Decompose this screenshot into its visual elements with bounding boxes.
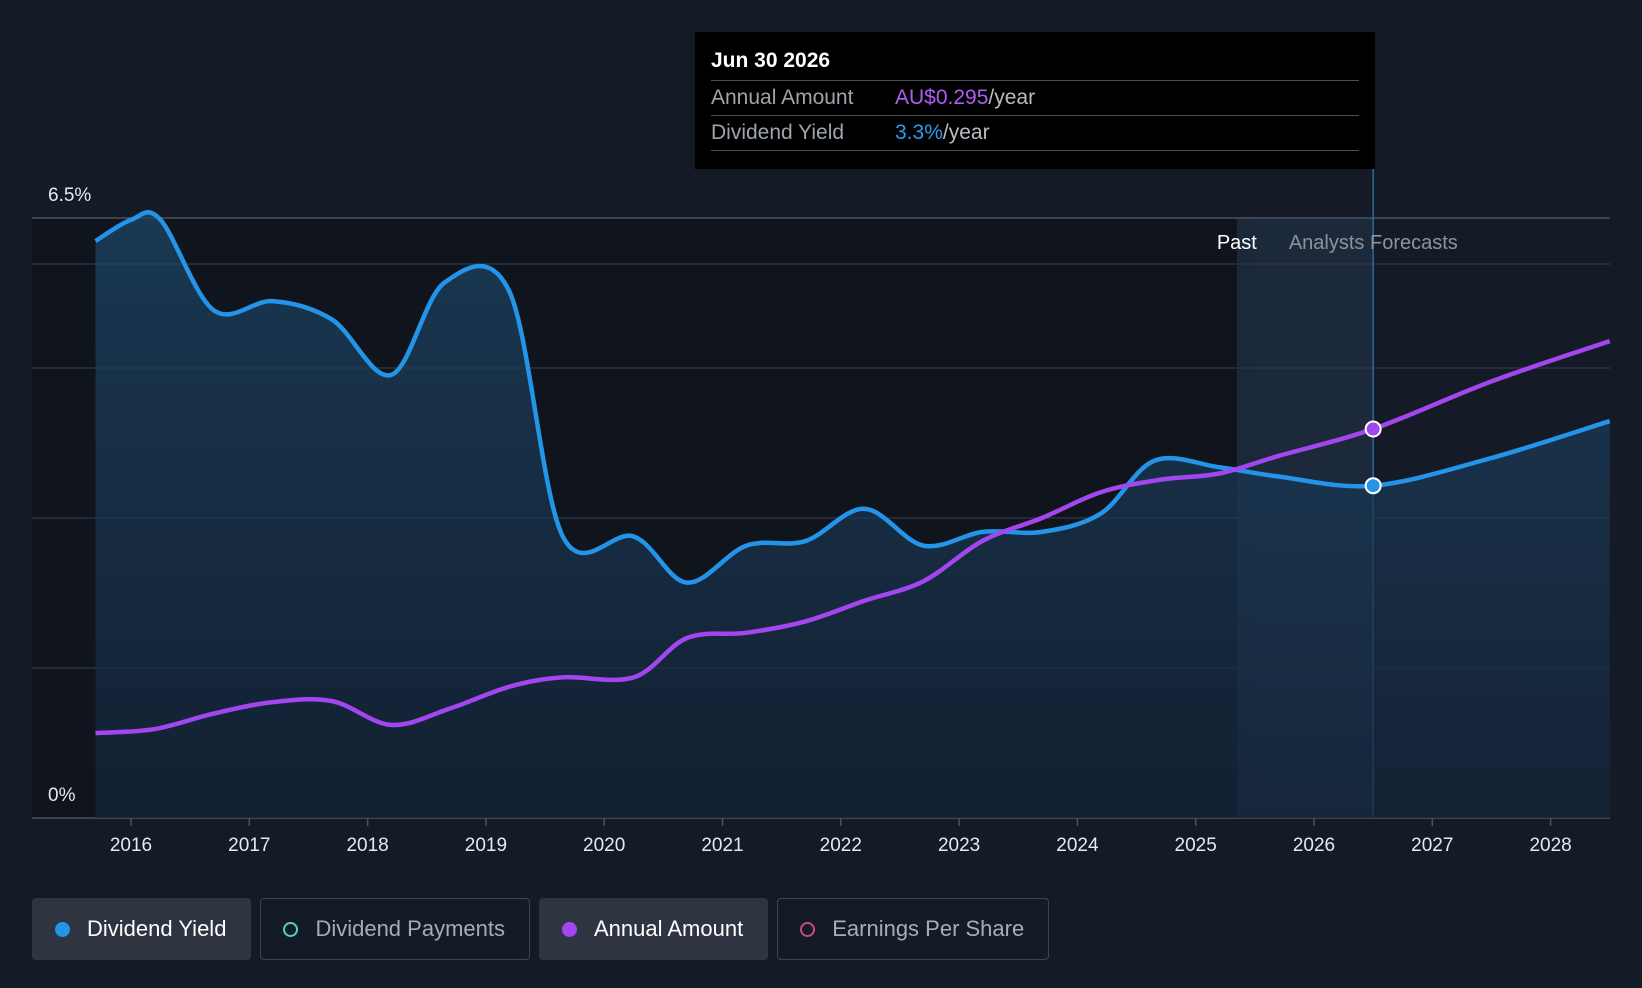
x-tick-label: 2026 [1293,835,1335,856]
x-tick-label: 2028 [1529,835,1571,856]
tooltip-annual-amount-row: Annual Amount AU$0.295 /year [711,81,1359,116]
tooltip-dividend-yield-suffix: /year [942,121,990,144]
legend-dividend-payments-toggle[interactable]: Dividend Payments [260,898,530,960]
tooltip-annual-amount-suffix: /year [988,86,1036,109]
x-tick-label: 2018 [346,835,388,856]
x-tick-label: 2022 [820,835,862,856]
x-tick-label: 2025 [1175,835,1217,856]
annual-amount-marker [1364,420,1382,438]
legend-dividend-yield-toggle[interactable]: Dividend Yield [32,898,252,960]
y-axis-bottom-label: 0% [48,785,76,806]
dividend-yield-area [95,212,1610,819]
past-label: Past [1217,232,1257,254]
legend-annual-amount-label: Annual Amount [593,916,744,941]
chart-tooltip: Jun 30 2026 Annual Amount AU$0.295 /year… [695,32,1375,169]
tooltip-annual-amount-label: Annual Amount [711,86,854,109]
tooltip-dividend-yield-row: Dividend Yield 3.3% /year [711,116,1359,151]
legend-earnings-per-share-dot [800,921,816,937]
legend-earnings-per-share-label: Earnings Per Share [832,916,1025,941]
chart-legend: Dividend Yield Dividend Payments Annual … [32,898,1050,960]
legend-annual-amount-dot [561,921,577,937]
legend-dividend-payments-label: Dividend Payments [315,916,505,941]
legend-dividend-yield-dot [55,921,70,937]
x-tick-label: 2027 [1411,835,1453,856]
x-tick-label: 2019 [465,835,507,856]
legend-annual-amount-toggle[interactable]: Annual Amount [538,898,769,960]
annual-amount-line [95,338,1611,736]
tooltip-date: Jun 30 2026 [711,46,1359,81]
x-tick-label: 2017 [228,835,270,856]
analysts-forecasts-label: Analysts Forecasts [1289,232,1458,254]
x-tick-label: 2016 [110,835,152,856]
x-tick-label: 2021 [701,835,743,856]
tooltip-dividend-yield-label: Dividend Yield [711,121,845,144]
dividend-yield-marker [1364,477,1382,495]
legend-dividend-yield-label: Dividend Yield [87,916,227,941]
x-tick-label: 2020 [583,835,625,856]
x-tick-label: 2023 [938,835,980,856]
y-axis-top-label: 6.5% [48,185,91,206]
x-tick-label: 2024 [1056,835,1099,856]
legend-earnings-per-share-toggle[interactable]: Earnings Per Share [777,898,1050,960]
tooltip-dividend-yield-value: 3.3% [895,121,943,144]
legend-dividend-payments-dot [283,921,299,937]
tooltip-annual-amount-value: AU$0.295 [895,86,989,109]
